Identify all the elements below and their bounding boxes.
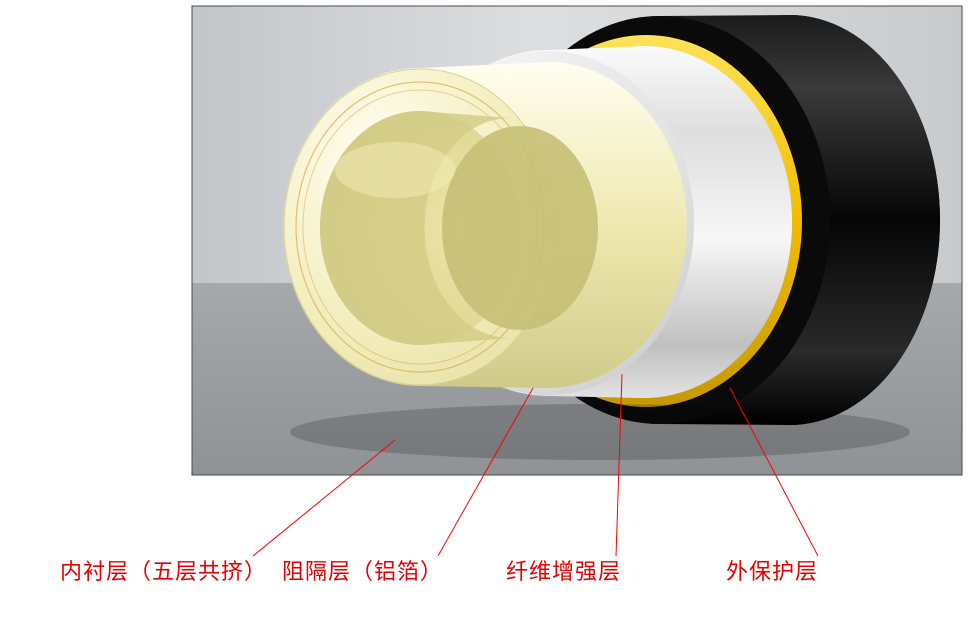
pipe-shadow [290, 404, 910, 460]
pipe-bore [320, 111, 598, 345]
label-inner-liner: 内衬层（五层共挤） [60, 554, 267, 586]
label-barrier-layer: 阻隔层（铝箔） [282, 554, 443, 586]
diagram-stage: 内衬层（五层共挤） 阻隔层（铝箔） 纤维增强层 外保护层 [0, 0, 969, 621]
pipe-diagram-svg [0, 0, 969, 621]
label-outer-layer: 外保护层 [726, 554, 818, 586]
render-box [192, 6, 962, 475]
label-fiber-layer: 纤维增强层 [506, 554, 621, 586]
